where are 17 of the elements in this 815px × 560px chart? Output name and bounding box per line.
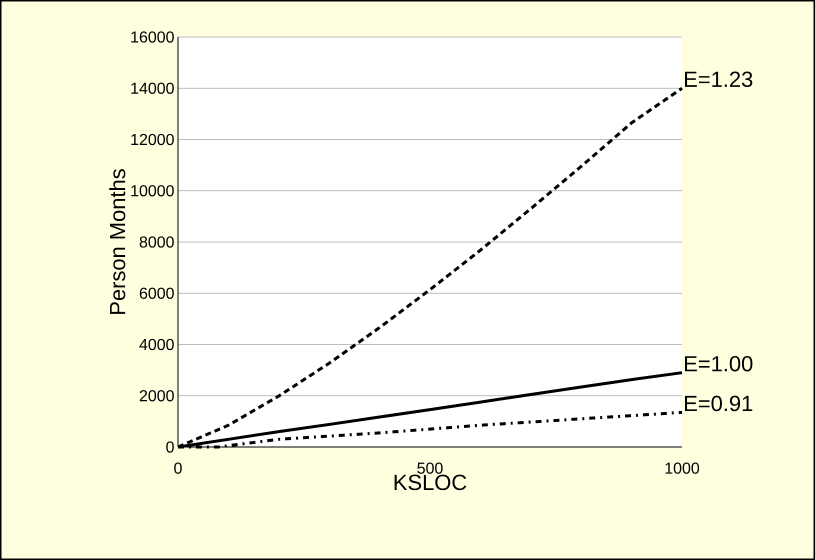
x-tick-label: 500 (417, 462, 443, 474)
x-tick-label: 1000 (665, 462, 700, 474)
x-tick-label: 0 (174, 462, 182, 474)
series-label: E=0.91 (685, 396, 752, 412)
y-axis-title: Person Months (109, 169, 126, 314)
y-tick-label: 2000 (140, 390, 174, 402)
series-label: E=1.00 (685, 356, 752, 372)
y-tick-label: 8000 (140, 236, 174, 248)
y-tick-label: 16000 (131, 31, 174, 43)
y-tick-label: 14000 (131, 82, 174, 94)
y-tick-label: 12000 (131, 134, 174, 146)
y-tick-label: 6000 (140, 288, 174, 299)
y-tick-label: 10000 (131, 185, 174, 196)
x-axis-title: KSLOC (394, 474, 466, 490)
series-label: E=1.23 (685, 72, 752, 88)
y-tick-label: 4000 (139, 338, 174, 350)
y-tick-label: 0 (166, 441, 174, 453)
